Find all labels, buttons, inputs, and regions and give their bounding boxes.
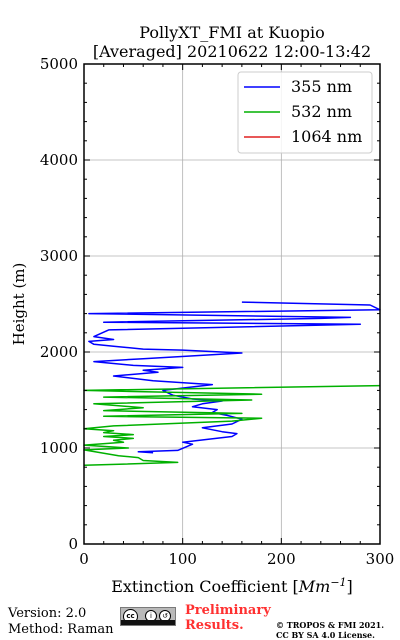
license-line-2: CC BY SA 4.0 License. (276, 630, 375, 640)
cc-license-badge: cc i ↺ (120, 607, 176, 626)
series-line-532-nm (83, 384, 381, 467)
chart-subtitle: [Averaged] 20210622 12:00-13:42 (93, 42, 371, 61)
legend: 355 nm 532 nm 1064 nm (237, 71, 373, 154)
y-tick-label-3: 3000 (40, 247, 78, 265)
footer-info: Version: 2.0 Method: Raman (8, 606, 114, 638)
x-axis-label-unit: Mm (298, 577, 331, 596)
license-line-1: © TROPOS & FMI 2021. (276, 620, 385, 630)
x-tick-label-2: 200 (267, 550, 296, 568)
axis-ticks (83, 63, 381, 545)
preliminary-line-1: Preliminary (185, 603, 271, 618)
method-text: Method: Raman (8, 622, 114, 637)
cc-badge-bar (121, 620, 175, 625)
license-text: © TROPOS & FMI 2021. CC BY SA 4.0 Licens… (276, 620, 384, 640)
x-tick-label-0: 0 (79, 550, 89, 568)
x-axis-label: Extinction Coefficient [Mm−1] (111, 576, 353, 596)
x-tick-label-3: 300 (366, 550, 395, 568)
x-axis-label-suffix: ] (347, 577, 353, 596)
y-tick-label-2: 2000 (40, 343, 78, 361)
y-axis-label: Height (m) (10, 263, 28, 346)
legend-label-355-nm: 355 nm (291, 77, 352, 96)
plot-frame (83, 63, 381, 545)
series-group (83, 301, 381, 467)
version-text: Version: 2.0 (8, 606, 87, 621)
legend-box (237, 71, 373, 154)
preliminary-line-2: Results. (185, 618, 244, 633)
legend-label-532-nm: 532 nm (291, 102, 352, 121)
y-tick-label-1: 1000 (40, 439, 78, 457)
preliminary-note: Preliminary Results. (185, 603, 271, 633)
chart-title: PollyXT_FMI at Kuopio (139, 23, 325, 42)
y-tick-label-5: 5000 (40, 55, 78, 73)
x-tick-label-1: 100 (168, 550, 197, 568)
legend-label-1064-nm: 1064 nm (291, 127, 362, 146)
x-axis-label-prefix: Extinction Coefficient [ (111, 577, 299, 596)
series-line-355-nm (88, 301, 381, 454)
y-tick-label-0: 0 (68, 535, 78, 553)
x-axis-label-exp: −1 (330, 576, 346, 589)
y-tick-label-4: 4000 (40, 151, 78, 169)
